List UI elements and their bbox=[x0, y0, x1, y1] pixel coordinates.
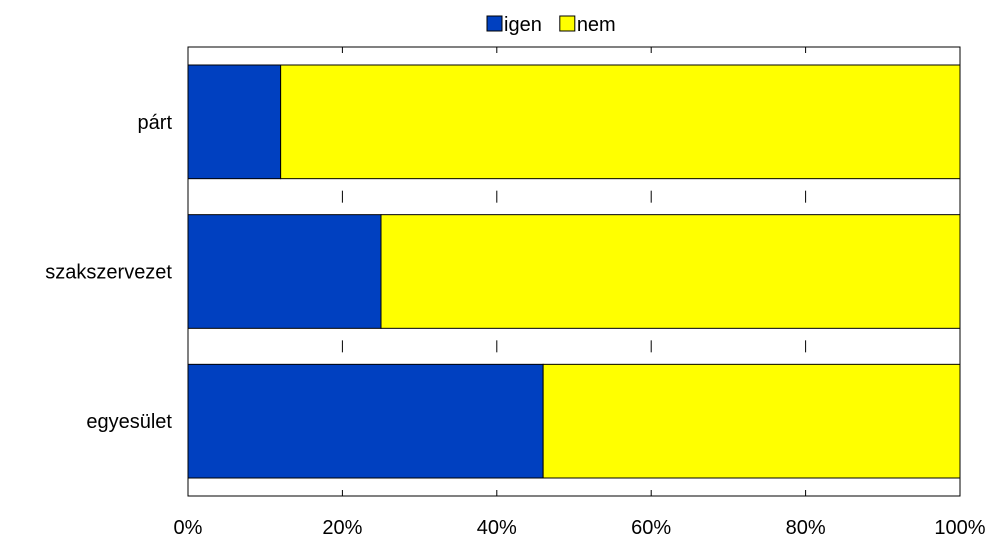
category-label: szakszervezet bbox=[45, 262, 172, 284]
bars-group bbox=[187, 64, 961, 479]
category-labels: párt szakszervezet egyesület bbox=[45, 112, 172, 433]
bar-igen-2 bbox=[187, 214, 382, 329]
category-label: egyesület bbox=[86, 411, 172, 433]
x-tick-labels: 0% 20% 40% 60% 80% 100% bbox=[174, 517, 986, 539]
category-label: párt bbox=[138, 112, 173, 134]
bar-nem-2 bbox=[380, 214, 961, 329]
bar-igen-1 bbox=[187, 64, 282, 180]
x-tick-label: 20% bbox=[322, 517, 362, 539]
x-tick-label: 80% bbox=[786, 517, 826, 539]
x-tick-label: 100% bbox=[934, 517, 985, 539]
legend-swatch-nem bbox=[559, 15, 576, 32]
legend-label-nem: nem bbox=[577, 14, 616, 36]
legend-swatch-igen bbox=[486, 15, 503, 32]
bar-nem-3 bbox=[542, 363, 961, 479]
bar-nem-1 bbox=[280, 64, 961, 180]
ticks-group bbox=[187, 47, 961, 496]
x-tick-label: 0% bbox=[174, 517, 203, 539]
x-tick-label: 60% bbox=[631, 517, 671, 539]
legend-label-igen: igen bbox=[504, 14, 542, 36]
bar-igen-3 bbox=[187, 363, 544, 479]
x-tick-label: 40% bbox=[477, 517, 517, 539]
legend: igen nem bbox=[486, 14, 616, 36]
